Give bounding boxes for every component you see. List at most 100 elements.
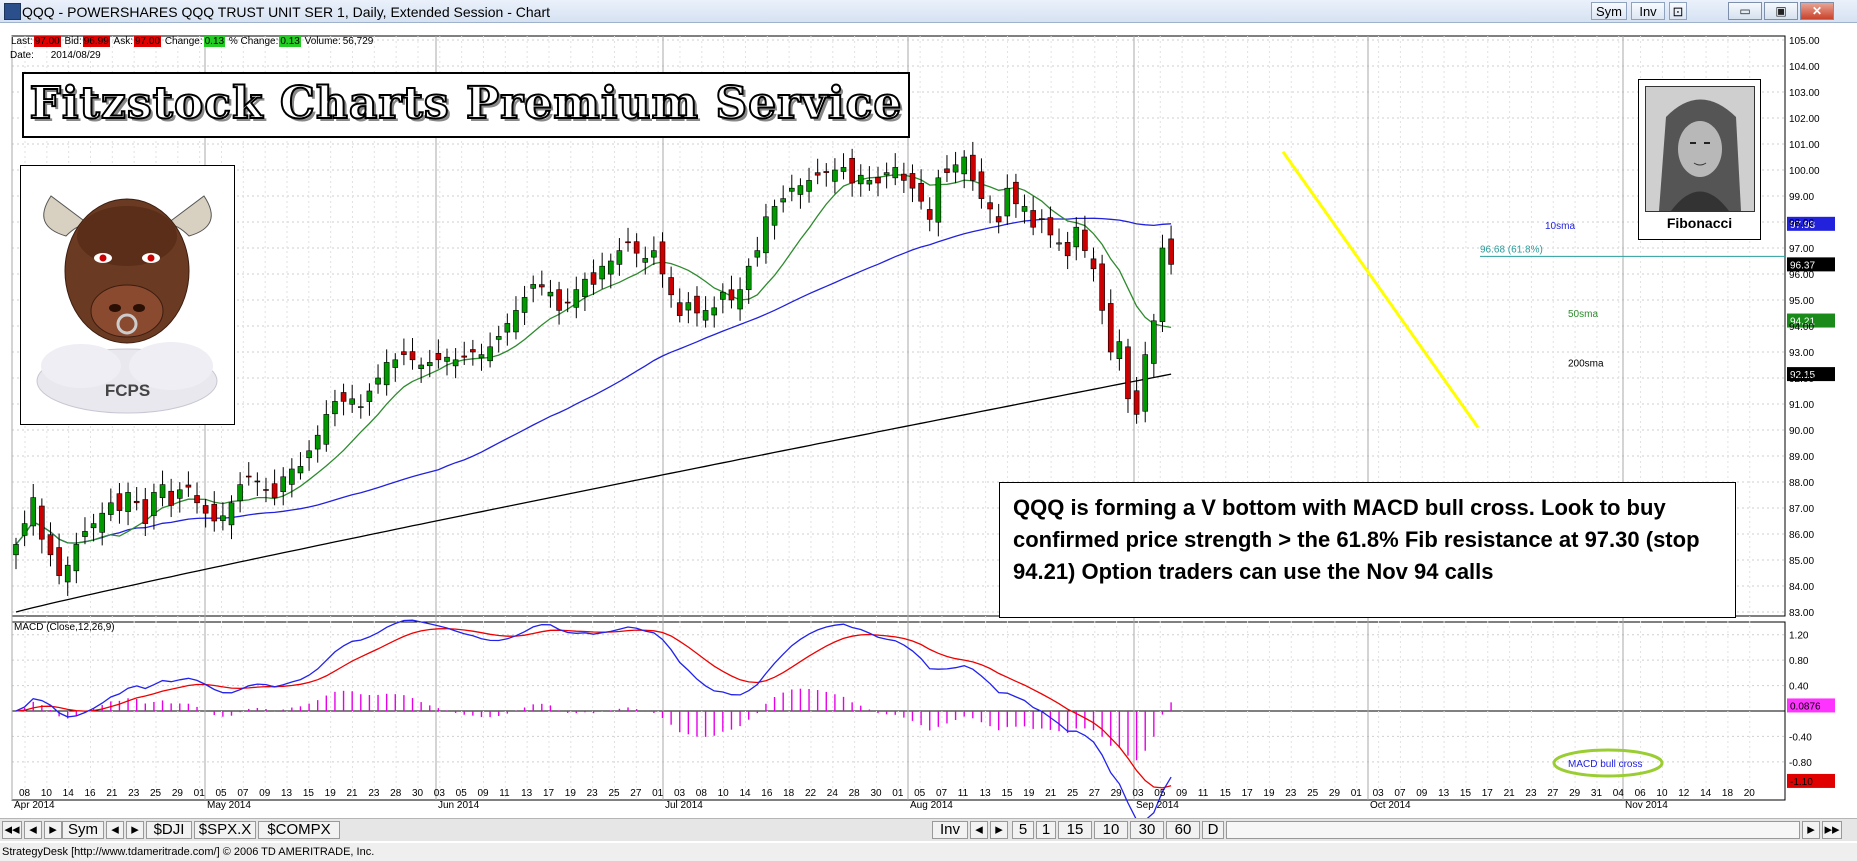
candle-body [340, 392, 347, 402]
x-tick-label: 13 [281, 788, 293, 799]
period-next-button[interactable]: ▸ [990, 821, 1008, 839]
bull-cross-label: MACD bull cross [1568, 759, 1642, 770]
y-tick-label: 85.00 [1789, 556, 1814, 567]
x-tick-label: 08 [696, 788, 708, 799]
bottom-toolbar: ◂◂ ◂ ▸ Sym ◂ ▸ $DJI $SPX.X $COMPX Inv ◂ … [0, 818, 1857, 841]
candle-body [918, 182, 924, 202]
period-10[interactable]: 10 [1094, 821, 1128, 839]
sym-tab-button[interactable]: Sym [62, 821, 104, 839]
scroll-right-button[interactable]: ▸ [1802, 821, 1820, 839]
x-tick-label: 30 [870, 788, 882, 799]
macd-value-box [1787, 773, 1835, 788]
tab-compx[interactable]: $COMPX [258, 821, 340, 839]
macd-value-label: -1.10 [1790, 777, 1813, 788]
fibonacci-label: Fibonacci [1666, 215, 1733, 231]
value-box-label: 94.21 [1790, 317, 1815, 328]
next-button[interactable]: ▸ [44, 821, 62, 839]
candle-body [82, 531, 88, 537]
candle-body [625, 241, 631, 244]
close-button[interactable]: ✕ [1800, 2, 1834, 20]
y-tick-label: 92.00 [1789, 374, 1814, 385]
candle-body [39, 505, 45, 540]
x-tick-label: 08 [19, 788, 31, 799]
x-tick-label: 05 [1154, 788, 1166, 799]
x-tick-label: 15 [303, 788, 315, 799]
macd-title: MACD (Close,12,26,9) [14, 622, 115, 633]
x-tick-label: 21 [346, 788, 358, 799]
x-tick-label: 13 [521, 788, 533, 799]
chart-area[interactable]: 96.68 (61.8%) 10sma 50sma 200sma 97.93 96.37 9… [0, 22, 1857, 821]
scroll-end-button[interactable]: ▸▸ [1822, 821, 1842, 839]
candle-body [711, 307, 718, 316]
x-tick-label: 21 [106, 788, 118, 799]
candle-body [478, 354, 485, 359]
horizontal-scrollbar[interactable] [1226, 821, 1800, 839]
tab-prev-button[interactable]: ◂ [106, 821, 124, 839]
x-tick-label: 23 [128, 788, 140, 799]
price-chart[interactable]: 96.68 (61.8%)10sma50sma200sma97.9396.379… [0, 22, 1857, 821]
first-button[interactable]: ◂◂ [2, 821, 22, 839]
period-60[interactable]: 60 [1166, 821, 1200, 839]
candle-body [1030, 210, 1036, 228]
candle-body [1038, 218, 1045, 220]
period-15[interactable]: 15 [1058, 821, 1092, 839]
y-tick-label: 84.00 [1789, 582, 1814, 593]
y-tick-label: 90.00 [1789, 426, 1814, 437]
y-tick-label: 102.00 [1789, 114, 1820, 125]
candle-body [409, 351, 416, 361]
candle-body [1047, 217, 1054, 236]
candle-body [401, 351, 407, 355]
x-tick-label: 23 [368, 788, 380, 799]
x-tick-label: 16 [84, 788, 96, 799]
tab-dji[interactable]: $DJI [146, 821, 192, 839]
candle-body [435, 353, 442, 361]
candle-body [780, 198, 786, 203]
ask-value: 97.00 [134, 36, 162, 47]
sym-button[interactable]: Sym [1591, 2, 1627, 20]
candle-body [866, 180, 873, 185]
x-tick-label: 20 [1744, 788, 1756, 799]
candle-body [323, 414, 330, 445]
tool-icon[interactable]: ⊡ [1669, 2, 1687, 20]
bid-label: Bid: [64, 36, 82, 47]
period-d[interactable]: D [1202, 821, 1224, 839]
minimize-button[interactable]: ▭ [1728, 2, 1762, 20]
candle-body [857, 174, 864, 185]
y-tick-label: 94.00 [1789, 322, 1814, 333]
candle-body [763, 216, 769, 254]
y-tick-label: 99.00 [1789, 192, 1814, 203]
month-label: Nov 2014 [1625, 800, 1668, 811]
candle-body [1107, 303, 1114, 353]
bull-cross-ellipse [1552, 748, 1664, 778]
candle-body [254, 480, 261, 483]
candle-body [495, 336, 502, 340]
tab-spx[interactable]: $SPX.X [194, 821, 256, 839]
candle-body [108, 502, 114, 515]
candle-body [582, 278, 588, 298]
candle-body [418, 364, 424, 369]
candle-body [125, 492, 131, 512]
inv-button[interactable]: Inv [1631, 2, 1665, 20]
prev-button[interactable]: ◂ [24, 821, 42, 839]
candle-body [444, 356, 450, 362]
candle-body [952, 164, 959, 173]
value-box [1787, 367, 1835, 382]
macd-tick-label: 1.20 [1789, 631, 1809, 642]
y-tick-label: 95.00 [1789, 296, 1814, 307]
tab-next-button[interactable]: ▸ [126, 821, 144, 839]
candle-body [633, 241, 640, 254]
x-tick-label: 19 [1023, 788, 1035, 799]
candle-body [875, 176, 881, 184]
x-tick-label: 13 [980, 788, 992, 799]
candle-body [306, 450, 312, 459]
x-tick-label: 07 [1394, 788, 1406, 799]
x-tick-label: 25 [608, 788, 620, 799]
inv-tab-button[interactable]: Inv [932, 821, 968, 839]
period-prev-button[interactable]: ◂ [970, 821, 988, 839]
period-5[interactable]: 5 [1012, 821, 1034, 839]
period-1[interactable]: 1 [1036, 821, 1056, 839]
candle-body [202, 505, 209, 514]
maximize-button[interactable]: ▣ [1764, 2, 1798, 20]
x-tick-label: 10 [718, 788, 730, 799]
period-30[interactable]: 30 [1130, 821, 1164, 839]
